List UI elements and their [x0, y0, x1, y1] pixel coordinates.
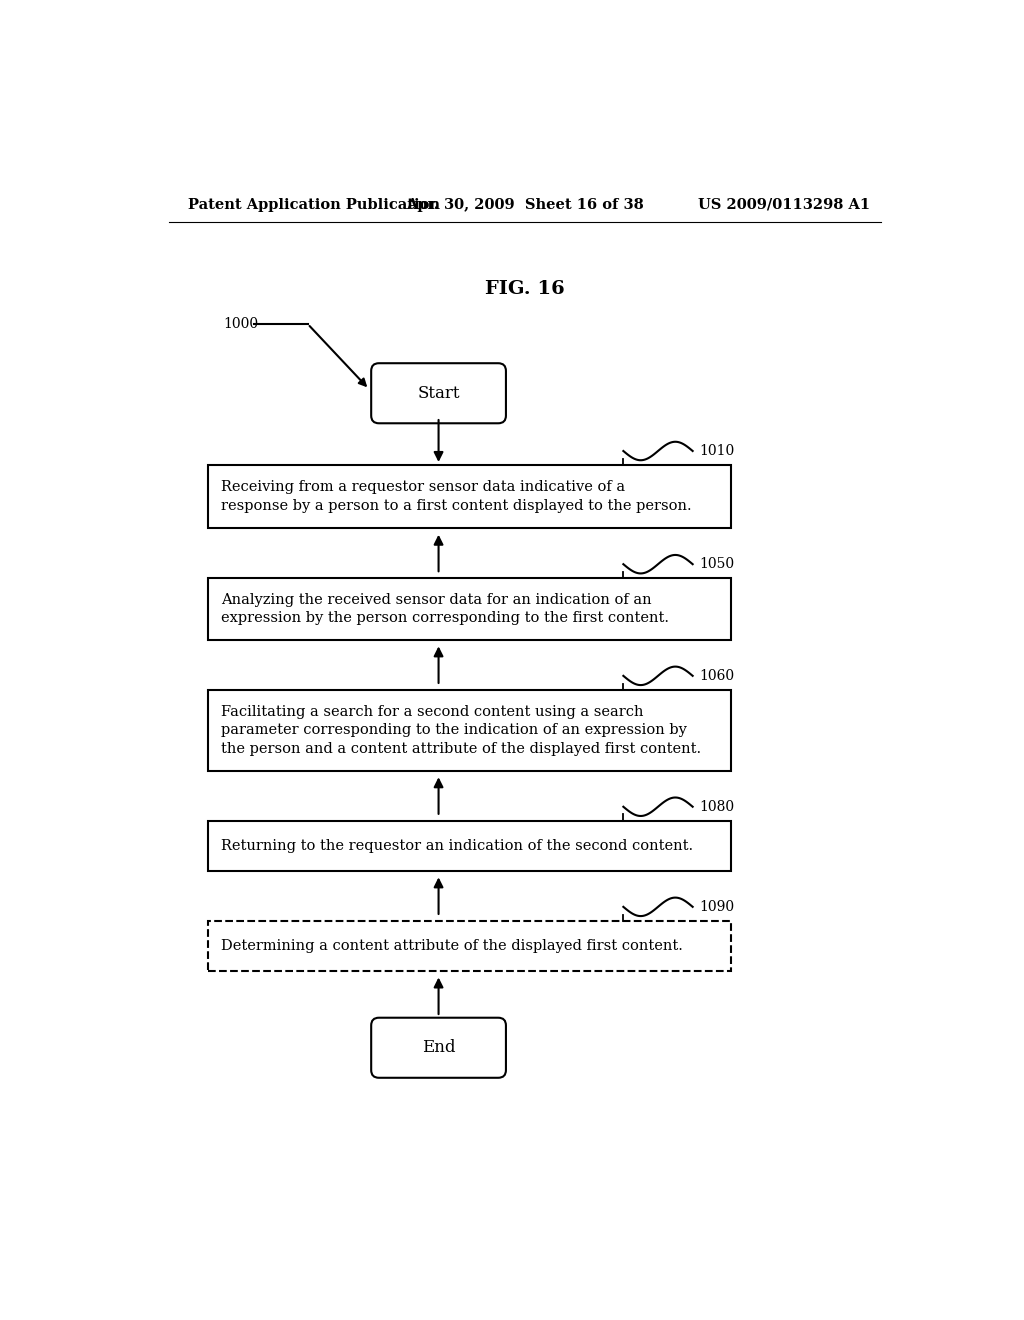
Text: FIG. 16: FIG. 16: [485, 280, 564, 298]
Text: 1010: 1010: [698, 444, 734, 458]
Text: Determining a content attribute of the displayed first content.: Determining a content attribute of the d…: [221, 939, 683, 953]
Text: expression by the person corresponding to the first content.: expression by the person corresponding t…: [221, 611, 670, 626]
Text: 1000: 1000: [223, 317, 258, 331]
Text: 1080: 1080: [698, 800, 734, 813]
Text: Analyzing the received sensor data for an indication of an: Analyzing the received sensor data for a…: [221, 593, 652, 607]
Text: Apr. 30, 2009  Sheet 16 of 38: Apr. 30, 2009 Sheet 16 of 38: [406, 198, 644, 211]
Bar: [208, 821, 731, 871]
Text: Facilitating a search for a second content using a search: Facilitating a search for a second conte…: [221, 705, 644, 718]
Text: Patent Application Publication: Patent Application Publication: [188, 198, 440, 211]
Text: 1090: 1090: [698, 900, 734, 913]
Bar: [208, 578, 731, 640]
Text: Receiving from a requestor sensor data indicative of a: Receiving from a requestor sensor data i…: [221, 480, 626, 494]
Bar: [208, 465, 731, 528]
Text: US 2009/0113298 A1: US 2009/0113298 A1: [697, 198, 869, 211]
Text: 1060: 1060: [698, 669, 734, 682]
Text: Returning to the requestor an indication of the second content.: Returning to the requestor an indication…: [221, 838, 693, 853]
Text: response by a person to a first content displayed to the person.: response by a person to a first content …: [221, 499, 692, 512]
Text: 1050: 1050: [698, 557, 734, 572]
Bar: [208, 689, 731, 771]
FancyBboxPatch shape: [371, 1018, 506, 1077]
Text: parameter corresponding to the indication of an expression by: parameter corresponding to the indicatio…: [221, 723, 687, 737]
Text: the person and a content attribute of the displayed first content.: the person and a content attribute of th…: [221, 742, 701, 755]
FancyBboxPatch shape: [371, 363, 506, 424]
Text: End: End: [422, 1039, 456, 1056]
Text: Start: Start: [418, 384, 460, 401]
Bar: [208, 921, 731, 970]
